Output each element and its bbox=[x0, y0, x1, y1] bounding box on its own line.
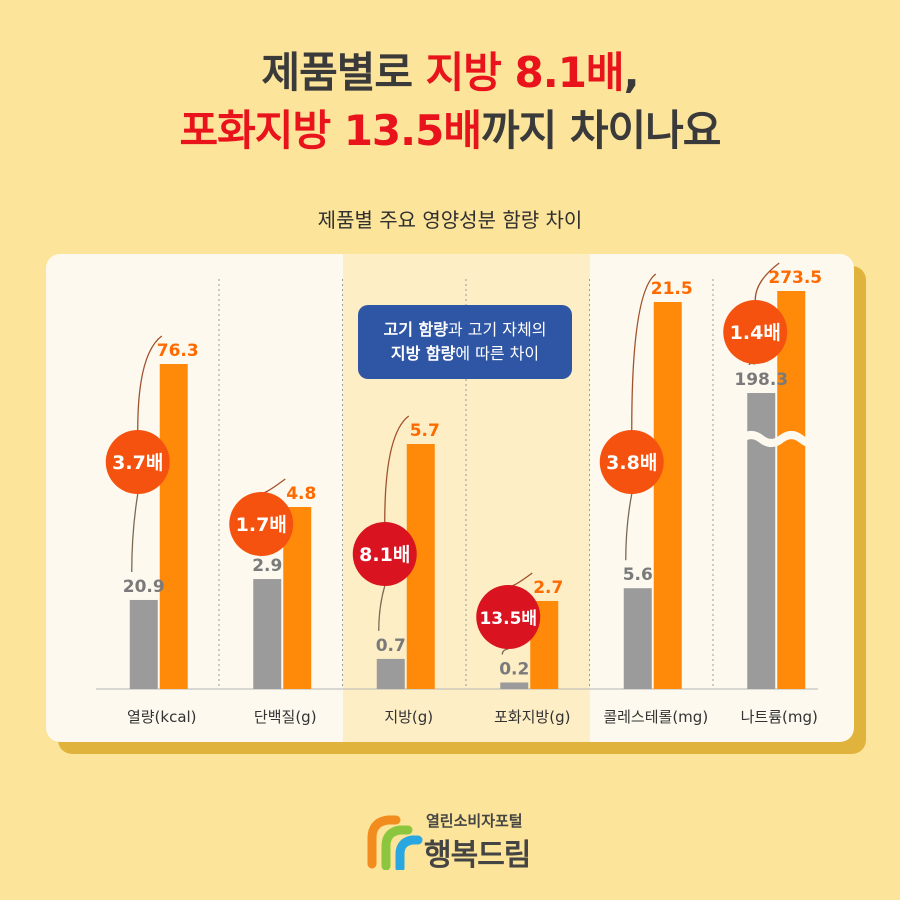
ratio-badge bbox=[476, 585, 541, 649]
value-label-gray: 198.3 bbox=[734, 370, 788, 390]
ratio-badge-label: 3.8배 bbox=[606, 452, 657, 474]
headline-highlight: 포화지방 13.5배 bbox=[179, 106, 482, 155]
callout-line-2: 지방 함량에 따른 차이 bbox=[358, 342, 572, 366]
callout-bold: 지방 함량 bbox=[390, 344, 456, 363]
value-label-gray: 2.9 bbox=[252, 556, 282, 576]
bar-orange bbox=[653, 302, 682, 689]
category-label: 콜레스테롤(mg) bbox=[603, 708, 708, 726]
haengbok-dream-logo-icon bbox=[367, 815, 423, 870]
axis-break-mark bbox=[738, 431, 819, 447]
ratio-connector bbox=[131, 493, 139, 572]
chart-title: 제품별 주요 영양성분 함량 차이 bbox=[317, 208, 583, 232]
value-label-orange: 273.5 bbox=[768, 268, 822, 288]
headline-text: 까지 차이나요 bbox=[480, 106, 721, 155]
brand-name: 행복드림 bbox=[424, 838, 531, 873]
callout-box: 고기 함량과 고기 자체의 지방 함량에 따른 차이 bbox=[358, 305, 572, 379]
category-label: 포화지방(g) bbox=[494, 708, 570, 726]
ratio-connector bbox=[631, 273, 657, 431]
headline-line-2: 포화지방 13.5배까지 차이나요 bbox=[0, 102, 900, 160]
ratio-badge bbox=[352, 522, 417, 586]
headline-line-1: 제품별로 지방 8.1배, bbox=[0, 44, 900, 102]
bar-gray bbox=[129, 599, 158, 689]
callout-text: 과 고기 자체의 bbox=[447, 320, 547, 339]
ratio-badge bbox=[229, 492, 294, 556]
callout-bold: 고기 함량 bbox=[383, 320, 448, 339]
value-label-gray: 0.7 bbox=[376, 636, 406, 656]
portal-name: 열린소비자포털 bbox=[426, 812, 523, 830]
ratio-badge bbox=[723, 300, 788, 364]
category-label: 열량(kcal) bbox=[127, 708, 197, 726]
category-label: 나트륨(mg) bbox=[741, 708, 818, 726]
callout-text: 에 따른 차이 bbox=[455, 344, 540, 363]
headline-highlight: 지방 8.1배 bbox=[425, 48, 625, 97]
bar-gray bbox=[500, 682, 529, 689]
value-label-gray: 5.6 bbox=[623, 565, 653, 585]
ratio-badge-label: 8.1배 bbox=[359, 544, 410, 566]
value-label-orange: 4.8 bbox=[286, 484, 316, 504]
headline-text: 제품별로 bbox=[261, 48, 426, 97]
ratio-badge bbox=[599, 430, 664, 494]
bar-gray bbox=[253, 579, 282, 689]
bar-orange bbox=[777, 291, 806, 689]
ratio-badge-label: 1.4배 bbox=[730, 322, 781, 344]
value-label-gray: 0.2 bbox=[499, 659, 529, 679]
value-label-gray: 20.9 bbox=[123, 577, 165, 597]
ratio-badge bbox=[105, 430, 170, 494]
ratio-connector bbox=[754, 262, 780, 301]
category-label: 지방(g) bbox=[384, 708, 433, 726]
ratio-badge-label: 3.7배 bbox=[112, 452, 163, 474]
category-label: 단백질(g) bbox=[254, 708, 317, 726]
ratio-badge-label: 1.7배 bbox=[236, 514, 287, 536]
ratio-connector bbox=[378, 585, 386, 631]
ratio-connector bbox=[501, 648, 509, 655]
value-label-orange: 5.7 bbox=[410, 421, 440, 441]
headline: 제품별로 지방 8.1배, 포화지방 13.5배까지 차이나요 bbox=[0, 44, 900, 160]
bar-gray bbox=[623, 588, 652, 689]
value-label-orange: 76.3 bbox=[157, 341, 199, 361]
value-label-orange: 2.7 bbox=[533, 578, 563, 598]
ratio-connector bbox=[137, 335, 163, 431]
ratio-connector bbox=[625, 493, 633, 561]
value-label-orange: 21.5 bbox=[651, 279, 693, 299]
ratio-connector bbox=[260, 478, 286, 494]
bar-orange bbox=[159, 364, 188, 689]
headline-text: , bbox=[623, 48, 640, 97]
bar-gray bbox=[376, 658, 405, 689]
callout-line-1: 고기 함량과 고기 자체의 bbox=[358, 318, 572, 342]
ratio-badge-label: 13.5배 bbox=[479, 609, 537, 629]
ratio-connector bbox=[384, 415, 410, 523]
